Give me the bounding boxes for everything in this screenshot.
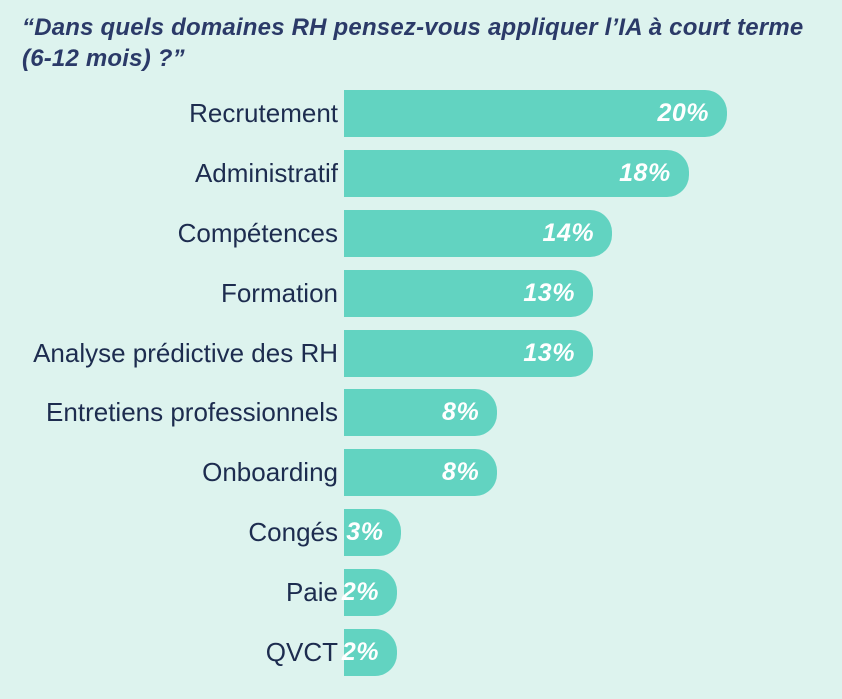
value-label: 8% xyxy=(442,458,480,487)
bar: 20% xyxy=(344,90,727,138)
chart-title-line1: “Dans quels domaines RH pensez-vous appl… xyxy=(22,14,804,41)
value-label: 13% xyxy=(523,278,575,307)
value-label: 14% xyxy=(542,218,595,247)
value-label: 13% xyxy=(523,338,575,367)
bar: 18% xyxy=(344,150,689,198)
bar-row: QVCT 2% xyxy=(0,622,842,682)
category-label: Analyse prédictive des RH xyxy=(33,337,338,368)
value-label: 20% xyxy=(657,99,709,128)
category-label: QVCT xyxy=(265,636,338,667)
bar: 2% xyxy=(341,568,397,616)
bar-row: Entretiens professionnels 8% xyxy=(0,383,842,443)
bar: 2% xyxy=(341,628,397,676)
category-label: Paie xyxy=(285,576,338,607)
bar-row: Paie 2% xyxy=(0,562,842,622)
category-label: Recrutement xyxy=(189,98,338,129)
value-label: 2% xyxy=(341,577,379,606)
category-label: Administratif xyxy=(194,158,338,189)
category-label: Entretiens professionnels xyxy=(46,397,338,428)
value-label: 8% xyxy=(442,398,480,427)
bar-row: Compétences 14% xyxy=(0,204,842,264)
category-label: Formation xyxy=(220,277,338,308)
chart-title-line2: (6-12 mois) ?” xyxy=(22,45,185,72)
bar-chart: Recrutement 20% Administratif 18% Compét… xyxy=(0,84,842,682)
bar-row: Recrutement 20% xyxy=(0,84,842,144)
value-label: 3% xyxy=(346,517,384,546)
category-label: Congés xyxy=(248,516,338,547)
bar-row: Congés 3% xyxy=(0,503,842,563)
chart-title: “Dans quels domaines RH pensez-vous appl… xyxy=(22,12,824,74)
bar-row: Onboarding 8% xyxy=(0,443,842,503)
bar: 8% xyxy=(344,389,498,437)
chart-container: “Dans quels domaines RH pensez-vous appl… xyxy=(0,12,842,699)
bar-row: Analyse prédictive des RH 13% xyxy=(0,323,842,383)
bar: 8% xyxy=(344,449,498,497)
bar: 3% xyxy=(344,508,402,556)
bar: 13% xyxy=(344,269,593,317)
value-label: 2% xyxy=(341,637,379,666)
bar-row: Administratif 18% xyxy=(0,144,842,204)
value-label: 18% xyxy=(619,159,671,188)
category-label: Compétences xyxy=(177,217,338,248)
category-label: Onboarding xyxy=(202,457,338,488)
bar: 14% xyxy=(344,209,613,257)
bar: 13% xyxy=(344,329,593,377)
bar-row: Formation 13% xyxy=(0,263,842,323)
